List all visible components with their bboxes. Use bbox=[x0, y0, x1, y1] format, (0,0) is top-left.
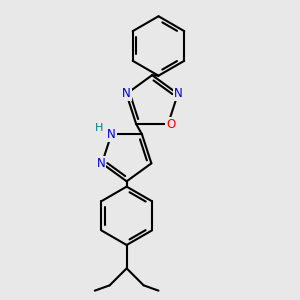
Text: H: H bbox=[94, 123, 103, 133]
Text: N: N bbox=[97, 157, 105, 170]
Text: O: O bbox=[166, 118, 175, 130]
Text: N: N bbox=[173, 87, 182, 101]
Text: N: N bbox=[107, 128, 116, 141]
Text: N: N bbox=[122, 87, 131, 101]
